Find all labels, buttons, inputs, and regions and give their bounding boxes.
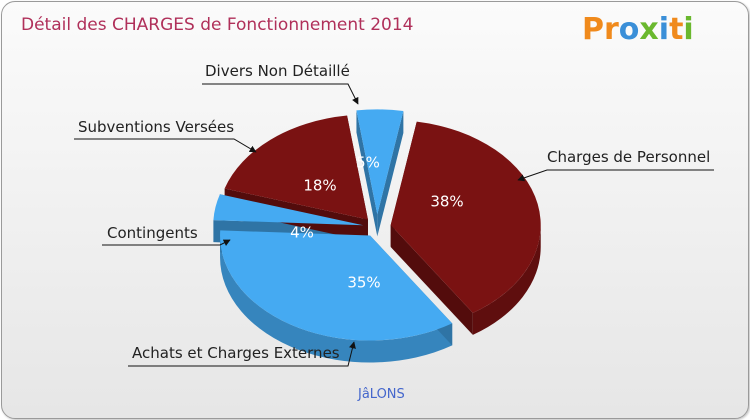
slice-percent-label: 18% <box>303 177 336 195</box>
logo-letter: P <box>582 12 604 47</box>
chart-title: Détail des CHARGES de Fonctionnement 201… <box>21 15 414 35</box>
slice-label: Contingents <box>107 224 198 242</box>
logo-letter: o <box>619 12 640 47</box>
logo-letter: i <box>659 12 669 47</box>
svg-text:Proxiti: Proxiti <box>582 12 694 47</box>
pie-slice-side <box>472 225 541 335</box>
slice-label: Divers Non Détaillé <box>205 62 350 80</box>
slice-percent-label: 4% <box>290 224 314 242</box>
pie-slice-wall <box>356 110 378 237</box>
proxiti-logo: Proxiti <box>582 12 694 47</box>
leader-line <box>517 169 714 182</box>
pie-slice-wall <box>390 225 473 335</box>
pie-slice <box>356 109 404 215</box>
slice-percent-label: 35% <box>347 274 380 292</box>
slice-percent-label: 38% <box>430 193 463 211</box>
leader-line <box>202 83 359 105</box>
logo-letter: t <box>669 12 683 47</box>
slice-percent-label: 5% <box>356 154 380 172</box>
leader-line <box>74 138 257 153</box>
pie-slice <box>224 115 368 220</box>
slice-label: Charges de Personnel <box>547 148 710 166</box>
leader-line <box>102 239 231 246</box>
logo-letter: i <box>683 12 693 47</box>
leader-line <box>128 341 356 367</box>
pie-slice <box>220 230 453 341</box>
city-name: JâLONS <box>358 387 405 402</box>
slice-label: Achats et Charges Externes <box>132 344 340 362</box>
logo-letter: r <box>604 12 619 47</box>
logo-letter: x <box>639 12 658 47</box>
pie-slice-wall <box>377 110 404 237</box>
pie-slice-side <box>220 235 453 363</box>
pie-slice <box>213 194 364 226</box>
pie-slice <box>390 121 541 313</box>
slice-label: Subventions Versées <box>78 118 234 136</box>
